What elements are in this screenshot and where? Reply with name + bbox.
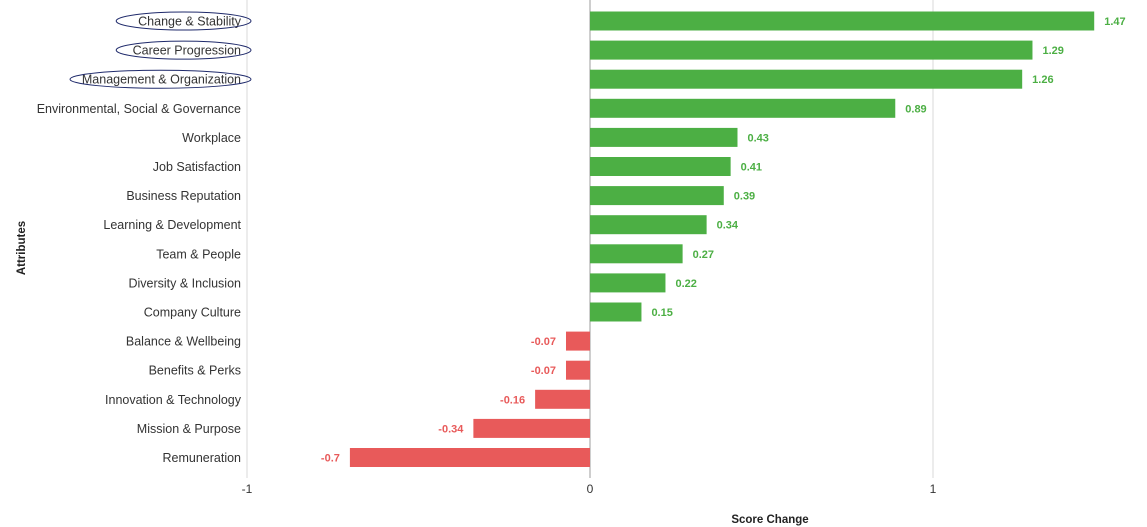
bar <box>473 418 590 438</box>
bar <box>565 331 590 351</box>
category-label: Learning & Development <box>103 218 241 232</box>
bar <box>590 215 707 235</box>
value-labels: 1.47 1.29 1.26 0.89 0.43 0.41 0.39 0.34 0.27 0.22… <box>321 16 1126 465</box>
data-label: -0.16 <box>500 394 525 406</box>
bar <box>590 11 1095 31</box>
category-label: Career Progression <box>133 44 241 58</box>
data-label: 0.27 <box>693 249 714 261</box>
x-tick-label: -1 <box>242 482 253 496</box>
x-tick-labels: -1 0 1 <box>242 482 937 496</box>
data-label: 0.43 <box>747 132 768 144</box>
category-label: Mission & Purpose <box>137 422 241 436</box>
bar <box>590 244 683 264</box>
data-label: -0.7 <box>321 453 340 465</box>
x-tick-label: 0 <box>587 482 594 496</box>
bar <box>565 360 590 380</box>
data-label: 0.34 <box>717 220 739 232</box>
category-label: Innovation & Technology <box>105 393 242 407</box>
highlight-circle <box>115 40 252 60</box>
category-label: Management & Organization <box>82 73 241 87</box>
bar <box>590 40 1033 60</box>
bar <box>349 448 590 467</box>
category-label: Diversity & Inclusion <box>128 276 241 290</box>
category-label: Company Culture <box>144 306 241 320</box>
highlight-circle <box>115 11 252 31</box>
y-axis-title: Attributes <box>16 221 28 275</box>
x-axis-title: Score Change <box>731 514 808 526</box>
category-label: Change & Stability <box>138 15 242 29</box>
category-label: Remuneration <box>162 451 241 465</box>
category-label: Job Satisfaction <box>153 160 241 174</box>
data-label: 0.15 <box>651 307 672 319</box>
bar <box>535 389 590 409</box>
highlight-circle <box>69 69 252 89</box>
category-label: Business Reputation <box>126 189 241 203</box>
data-label: -0.07 <box>531 365 556 377</box>
bar <box>590 98 896 118</box>
bar <box>590 273 666 293</box>
category-label: Benefits & Perks <box>149 364 241 378</box>
bar <box>590 127 738 147</box>
bars <box>349 11 1095 467</box>
data-label: -0.07 <box>531 336 556 348</box>
category-label: Environmental, Social & Governance <box>37 102 241 116</box>
bar <box>590 69 1023 89</box>
data-label: 1.26 <box>1032 74 1053 86</box>
bar <box>590 186 724 206</box>
category-label: Team & People <box>156 247 241 261</box>
category-label: Balance & Wellbeing <box>126 335 241 349</box>
data-label: 1.47 <box>1104 16 1125 28</box>
category-labels: Change & Stability Career Progression Mana… <box>37 11 252 465</box>
data-label: 0.39 <box>734 191 755 203</box>
bar <box>590 302 642 322</box>
data-label: -0.34 <box>438 423 464 435</box>
data-label: 0.22 <box>675 278 696 290</box>
x-tick-label: 1 <box>930 482 937 496</box>
data-label: 1.29 <box>1042 45 1063 57</box>
data-label: 0.41 <box>741 162 762 174</box>
data-label: 0.89 <box>905 103 926 115</box>
bar <box>590 157 731 176</box>
category-label: Workplace <box>182 131 241 145</box>
